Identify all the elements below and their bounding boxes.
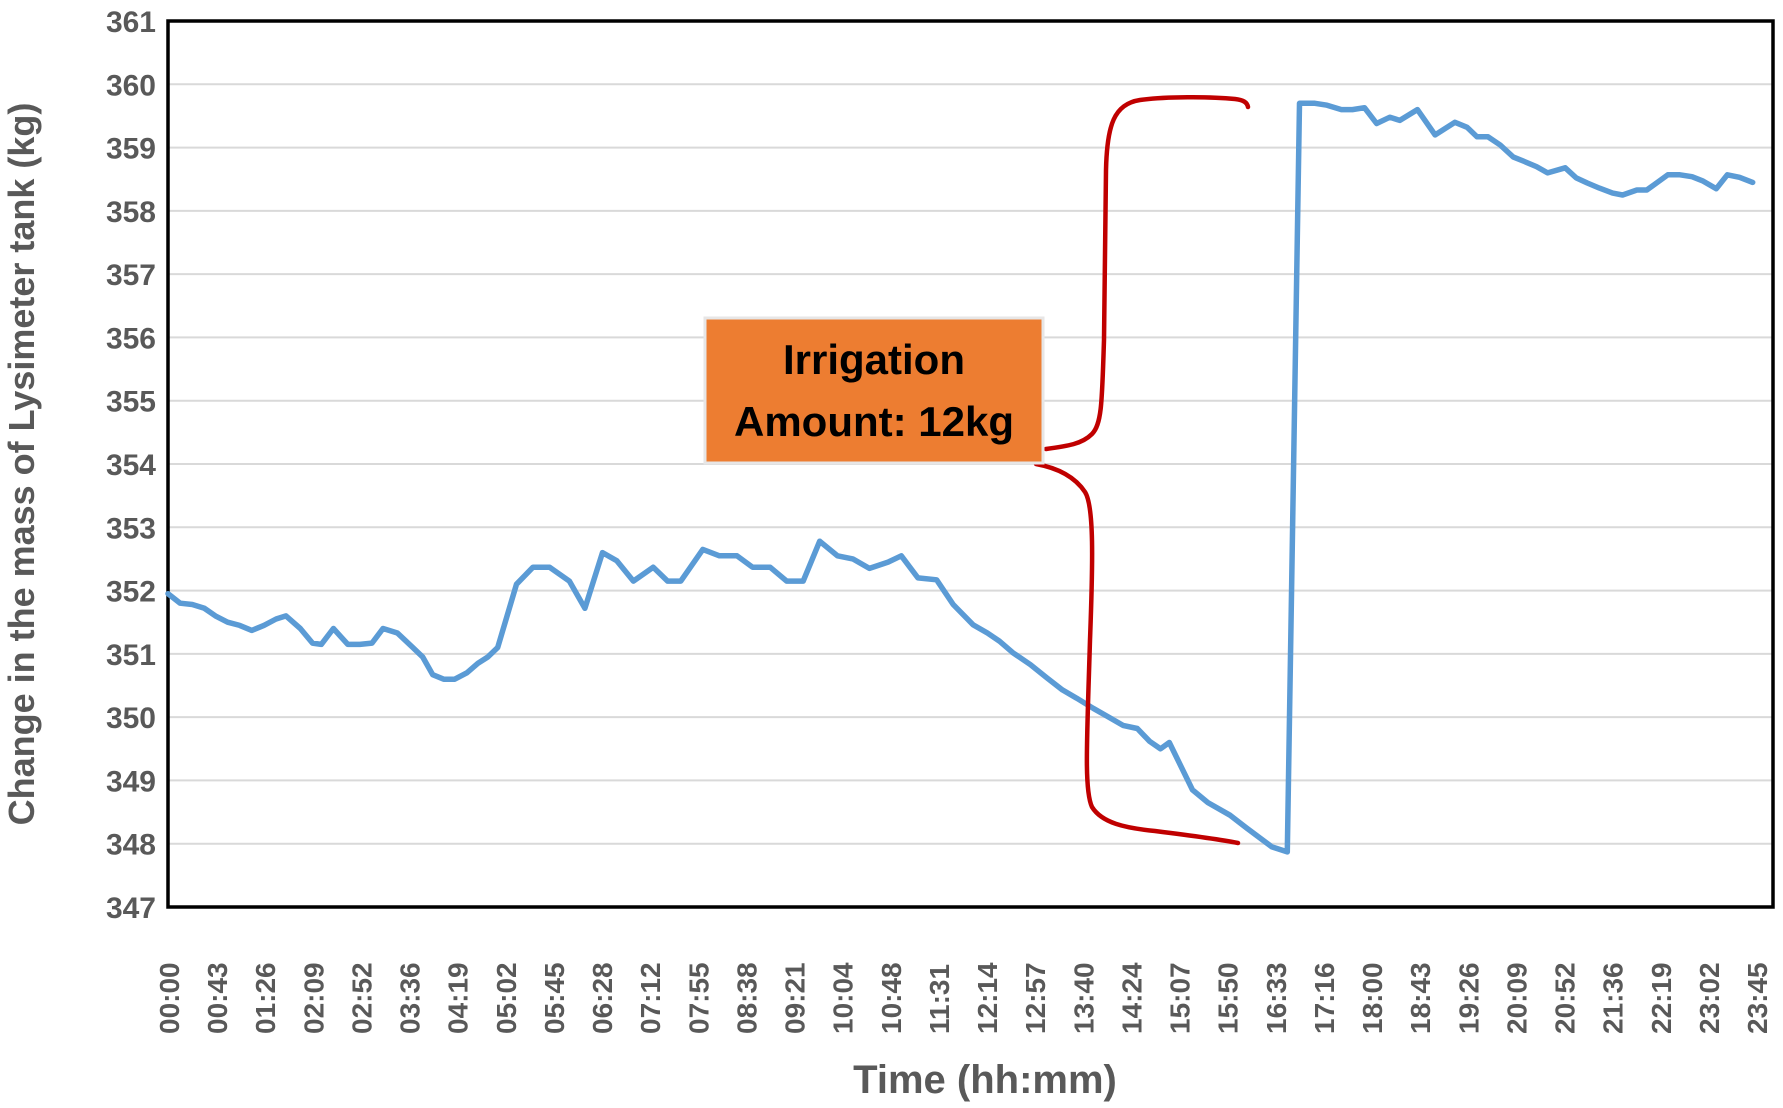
- y-tick-label: 347: [106, 892, 156, 925]
- y-tick-label: 361: [106, 6, 156, 39]
- y-tick-label: 353: [106, 512, 156, 545]
- y-tick-label: 349: [106, 765, 156, 798]
- x-tick-label: 17:16: [1309, 962, 1340, 1034]
- x-tick-label: 16:33: [1261, 962, 1292, 1034]
- x-tick-label: 01:26: [250, 962, 281, 1034]
- x-tick-label: 08:38: [731, 962, 762, 1034]
- x-tick-label: 06:28: [587, 962, 618, 1034]
- x-tick-label: 05:02: [491, 962, 522, 1034]
- x-tick-label: 19:26: [1453, 962, 1484, 1034]
- y-tick-label: 350: [106, 702, 156, 735]
- plot-border: [166, 19, 1775, 909]
- y-tick-label: 348: [106, 829, 156, 862]
- x-tick-label: 02:09: [298, 962, 329, 1034]
- gridlines: [168, 83, 1773, 845]
- x-tick-label: 12:14: [972, 962, 1003, 1034]
- y-tick-label: 352: [106, 576, 156, 609]
- x-tick-label: 04:19: [443, 962, 474, 1034]
- x-tick-label: 02:52: [346, 962, 377, 1034]
- x-tick-label: 15:07: [1165, 962, 1196, 1034]
- x-tick-label: 15:50: [1213, 962, 1244, 1034]
- x-tick-label: 18:43: [1405, 962, 1436, 1034]
- x-axis-title: Time (hh:mm): [853, 1058, 1117, 1102]
- x-tick-label: 00:43: [202, 962, 233, 1034]
- y-tick-label: 358: [106, 196, 156, 229]
- y-tick-label: 351: [106, 639, 156, 672]
- irrigation-annotation-box: [703, 316, 1045, 465]
- x-tick-label: 05:45: [539, 962, 570, 1034]
- irrigation-annotation-line2: Amount: 12kg: [734, 398, 1014, 445]
- y-axis-tick-labels: 347 348 349 350 351 352 353 354 355 356 357 358 359 3…: [106, 6, 156, 925]
- x-tick-label: 14:24: [1116, 962, 1147, 1034]
- x-axis-tick-labels: 00:00 00:43 01:26 02:09 02:52 03:36 04:19 05:02…: [154, 962, 1773, 1034]
- y-tick-label: 357: [106, 259, 156, 292]
- x-tick-label: 03:36: [395, 962, 426, 1034]
- x-tick-label: 18:00: [1357, 962, 1388, 1034]
- x-tick-label: 07:55: [683, 962, 714, 1034]
- y-tick-label: 354: [106, 449, 156, 482]
- x-tick-label: 23:45: [1742, 962, 1773, 1034]
- x-tick-label: 09:21: [780, 962, 811, 1034]
- x-tick-label: 10:48: [876, 962, 907, 1034]
- x-tick-label: 07:12: [635, 962, 666, 1034]
- irrigation-annotation-line1: Irrigation: [783, 336, 965, 383]
- x-tick-label: 13:40: [1068, 962, 1099, 1034]
- x-tick-label: 12:57: [1020, 962, 1051, 1034]
- x-tick-label: 00:00: [154, 962, 185, 1034]
- x-tick-label: 22:19: [1646, 962, 1677, 1034]
- irrigation-brace-lower: [1033, 461, 1241, 846]
- x-tick-label: 10:04: [828, 962, 859, 1034]
- y-tick-label: 360: [106, 69, 156, 102]
- y-tick-label: 355: [106, 386, 156, 419]
- mass-series-line: [165, 100, 1756, 855]
- y-axis-title: Change in the mass of Lysimeter tank (kg…: [1, 103, 42, 826]
- irrigation-annotation: Irrigation Amount: 12kg: [703, 316, 1045, 465]
- x-tick-label: 23:02: [1694, 962, 1725, 1034]
- x-tick-label: 20:09: [1501, 962, 1532, 1034]
- y-tick-label: 359: [106, 133, 156, 166]
- x-tick-label: 20:52: [1550, 962, 1581, 1034]
- irrigation-brace-upper: [1043, 95, 1251, 452]
- y-tick-label: 356: [106, 322, 156, 355]
- x-tick-label: 11:31: [924, 964, 955, 1034]
- x-tick-label: 21:36: [1598, 962, 1629, 1034]
